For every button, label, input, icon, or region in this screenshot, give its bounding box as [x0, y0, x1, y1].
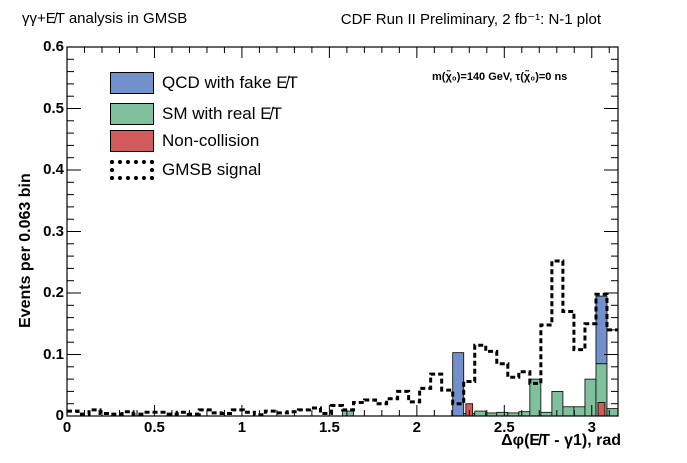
- x-axis-label: Δφ(E̸T - γ1), rad: [501, 432, 621, 449]
- y-tick-label: 0.3: [43, 222, 64, 240]
- legend-label-noncollision: Non-collision: [162, 131, 260, 150]
- x-tick-label: 1.5: [318, 419, 340, 436]
- legend-label-signal: GMSB signal: [162, 160, 262, 179]
- y-tick-label: 0.1: [43, 345, 64, 363]
- axis-ticks: [66, 46, 618, 417]
- legend-swatch-signal: [110, 160, 154, 180]
- signal-parameters-note: m(χ̃₀)=140 GeV, τ(χ̃₀)=0 ns: [432, 71, 568, 83]
- legend-swatch-noncollision: [110, 130, 154, 152]
- bar-sm-12: [573, 406, 586, 417]
- bar-sm-15: [606, 408, 619, 417]
- bar-sm-13: [584, 378, 597, 417]
- legend-item-signal: GMSB signal: [110, 157, 261, 183]
- chart-subtitle: CDF Run II Preliminary, 2 fb⁻¹: N-1 plot: [340, 11, 601, 28]
- bar-sm-7: [518, 411, 531, 417]
- x-tick-label: 0.5: [144, 419, 165, 436]
- background-bars: [342, 295, 619, 417]
- y-tick-label: 0: [55, 407, 64, 424]
- legend-swatch-sm: [110, 103, 154, 125]
- y-tick-label: 0.6: [43, 38, 64, 55]
- x-tick-label: 2.5: [493, 419, 515, 436]
- bar-sm-0: [342, 410, 354, 417]
- gmsb-signal-line: [67, 259, 618, 417]
- y-tick-label: 0.4: [43, 161, 64, 178]
- x-tick-label: 3: [587, 419, 596, 436]
- legend-item-qcd: QCD with fake E̸T: [110, 70, 298, 96]
- chart-title: γγ+E̸T analysis in GMSB: [22, 10, 188, 27]
- y-tick-label: 0.5: [43, 99, 64, 117]
- bar-sm-3: [474, 410, 487, 417]
- bar-qcd-14: [595, 295, 608, 365]
- bar-noncollision-1: [597, 402, 606, 417]
- x-tick-label: 2: [412, 419, 421, 436]
- y-tick-label: 0.2: [43, 284, 64, 301]
- legend-swatch-qcd: [110, 72, 154, 94]
- x-tick-label: 1: [237, 419, 247, 436]
- legend-item-noncollision: Non-collision: [110, 128, 259, 154]
- legend-item-sm: SM with real E̸T: [110, 101, 282, 127]
- bar-sm-11: [562, 406, 575, 417]
- bar-qcd-1: [452, 352, 465, 417]
- x-tick-label: 0: [62, 419, 72, 436]
- bar-sm-10: [551, 390, 564, 417]
- y-axis-label: Events per 0.063 bin: [17, 173, 34, 328]
- legend-label-qcd: QCD with fake E̸T: [162, 73, 299, 92]
- legend-label-sm: SM with real E̸T: [162, 104, 282, 123]
